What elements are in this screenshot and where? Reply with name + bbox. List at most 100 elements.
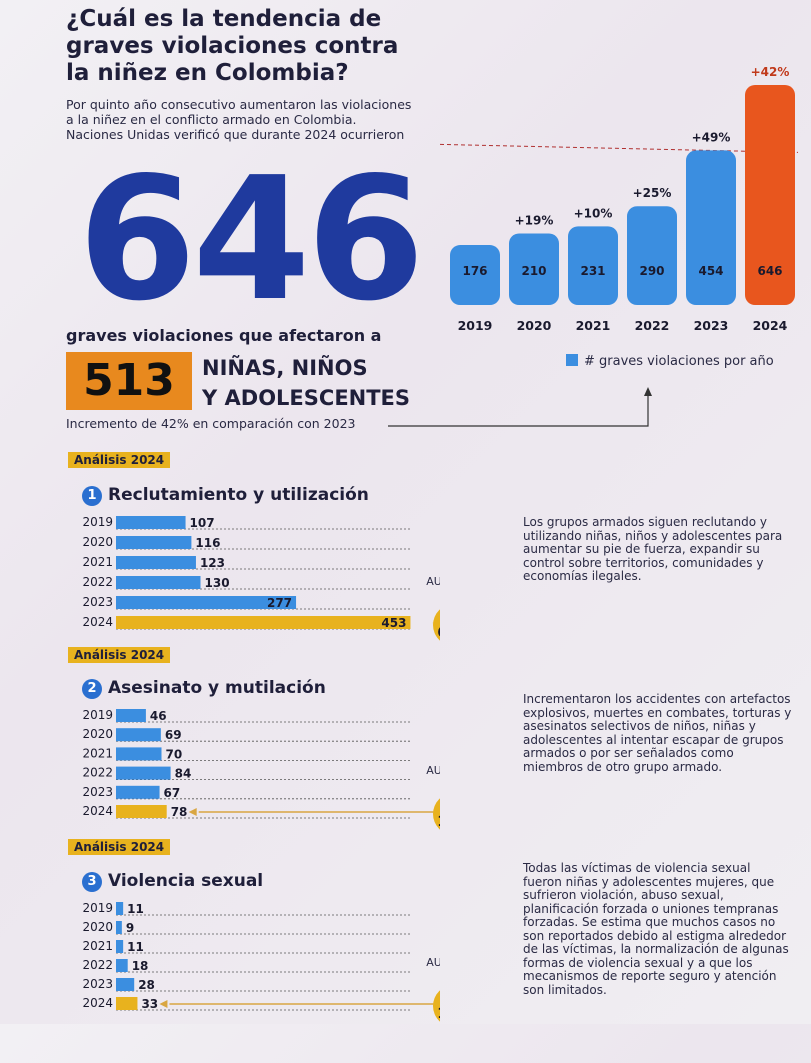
section-2-chart: 2019 46 2020 69 2021 70 2022 84 2023 67 2024 78 AUME…: [82, 708, 440, 830]
section-3-value-2022: 18: [132, 959, 149, 973]
section-3-increase-label: AUMENTÓ: [426, 956, 440, 969]
section-2-increase-value: 16%: [437, 814, 440, 830]
section-3-value-2023: 28: [138, 978, 155, 992]
section-2-year-2021: 2021: [82, 746, 113, 760]
section-3-year-2019: 2019: [82, 901, 113, 915]
section-1-tag: Análisis 2024: [68, 452, 171, 468]
section-2-value-2024: 78: [171, 805, 188, 819]
connector-arrow: [388, 387, 652, 427]
bar-2021: [568, 226, 618, 305]
value-label-2021: 231: [580, 264, 605, 278]
section-1-value-2021: 123: [200, 556, 225, 570]
bar-2020: [509, 233, 559, 305]
section-1-value-2023: 277: [267, 596, 292, 610]
section-3-number-badge: 3: [82, 872, 102, 892]
section-1-value-2022: 130: [205, 576, 230, 590]
section-1-number-badge: 1: [82, 486, 102, 506]
bar-2022: [627, 206, 677, 305]
section-2-bar-2024: [116, 805, 167, 818]
section-2-tag: Análisis 2024: [68, 647, 171, 663]
section-1-title: 1 Reclutamiento y utilización: [82, 485, 369, 506]
section-1-bar-2022: [116, 576, 201, 589]
kids-label-line1: NIÑAS, NIÑOS: [202, 356, 368, 380]
change-label-2020: +19%: [515, 213, 554, 227]
category-label-2019: 2019: [458, 318, 493, 333]
affected-text: graves violaciones que afectaron a: [66, 326, 382, 345]
section-1-bracket: [360, 513, 440, 623]
section-3-title-text: Violencia sexual: [108, 871, 264, 891]
section-1-year-2022: 2022: [82, 575, 113, 589]
section-2-title-text: Asesinato y mutilación: [108, 678, 326, 698]
change-label-2021: +10%: [574, 206, 613, 220]
section-2-year-2019: 2019: [82, 708, 113, 722]
bar-2024: [745, 85, 795, 305]
increment-text: Incremento de 42% en comparación con 202…: [66, 416, 356, 431]
section-2-bar-2021: [116, 747, 162, 761]
section-3-year-2020: 2020: [82, 920, 113, 934]
category-label-2023: 2023: [694, 318, 729, 333]
section-1-increase-label: AUMENTÓ: [426, 575, 440, 588]
section-1-year-2024: 2024: [82, 615, 113, 629]
section-2-value-2019: 46: [150, 709, 167, 723]
section-3-value-2020: 9: [126, 921, 134, 935]
section-1-year-2023: 2023: [82, 595, 113, 609]
section-3-tag: Análisis 2024: [68, 839, 171, 855]
section-1-value-2020: 116: [195, 536, 220, 550]
legend-swatch: [566, 354, 578, 366]
section-1-increase-value: 64%: [437, 625, 440, 641]
section-2-bar-2023: [116, 785, 160, 799]
chart-legend: # graves violaciones por año: [566, 354, 774, 369]
value-label-2020: 210: [521, 264, 546, 278]
category-label-2024: 2024: [753, 318, 788, 333]
section-2-increase-circle: [433, 798, 440, 830]
big-number: 646: [78, 141, 425, 339]
category-label-2022: 2022: [635, 318, 670, 333]
yearly-violations-chart: 176 2019 210 2020 +19% 231 2021 +10% 290 2022 +25%…: [439, 65, 799, 333]
section-1-value-2019: 107: [190, 516, 215, 530]
section-3-title: 3 Violencia sexual: [82, 871, 263, 892]
bar-2019: [450, 245, 500, 305]
change-label-2023: +49%: [692, 130, 731, 144]
legend-label: # graves violaciones por año: [584, 354, 774, 369]
section-3-value-2019: 11: [127, 902, 144, 916]
change-label-2024: +42%: [751, 65, 790, 79]
intro-text: Por quinto año consecutivo aumentaron la…: [66, 97, 412, 142]
change-label-2022: +25%: [633, 186, 672, 200]
value-label-2022: 290: [639, 264, 664, 278]
section-1-year-2020: 2020: [82, 535, 113, 549]
section-2-value-2022: 84: [175, 767, 192, 781]
section-1-value-2024: 453: [381, 616, 406, 630]
page-title: ¿Cuál es la tendencia de graves violacio…: [66, 6, 399, 86]
section-2-year-2022: 2022: [82, 766, 113, 780]
section-2-title: 2 Asesinato y mutilación: [82, 678, 326, 699]
section-2-value-2021: 70: [166, 747, 183, 761]
section-1-title-text: Reclutamiento y utilización: [108, 485, 369, 505]
section-1-bar-2020: [116, 536, 192, 549]
section-2-number-badge: 2: [82, 679, 102, 699]
section-3-bar-2021: [116, 940, 124, 953]
kids-number: 513: [83, 355, 175, 406]
section-2-value-2023: 67: [164, 786, 181, 800]
section-2-bracket-arrowhead: [188, 808, 197, 816]
section-1-chart: 2019 107 2020 116 2021 123 2022 130 2023 277 2024 4…: [82, 513, 440, 641]
section-3-increase-value: 18%: [437, 1006, 440, 1022]
section-3-description: Todas las víctimas de violencia sexual f…: [523, 861, 789, 997]
value-label-2024: 646: [757, 264, 782, 278]
section-2-bracket: [198, 811, 440, 813]
section-1-bar-2023: [116, 596, 297, 609]
section-3-year-2024: 2024: [82, 996, 113, 1010]
section-1-year-2019: 2019: [82, 515, 113, 529]
section-2-bar-2022: [116, 766, 171, 780]
reference-line: [439, 143, 799, 153]
section-3-value-2024: 33: [141, 997, 158, 1011]
section-2-bar-2020: [116, 728, 161, 742]
kids-label-line2: Y ADOLESCENTES: [202, 386, 411, 410]
section-1-year-2021: 2021: [82, 555, 113, 569]
section-3-value-2021: 11: [127, 940, 144, 954]
section-2-year-2024: 2024: [82, 804, 113, 818]
category-label-2021: 2021: [576, 318, 611, 333]
value-label-2023: 454: [698, 264, 723, 278]
section-2-year-2020: 2020: [82, 727, 113, 741]
section-3-year-2021: 2021: [82, 939, 113, 953]
section-1-increase-circle: [433, 609, 440, 641]
